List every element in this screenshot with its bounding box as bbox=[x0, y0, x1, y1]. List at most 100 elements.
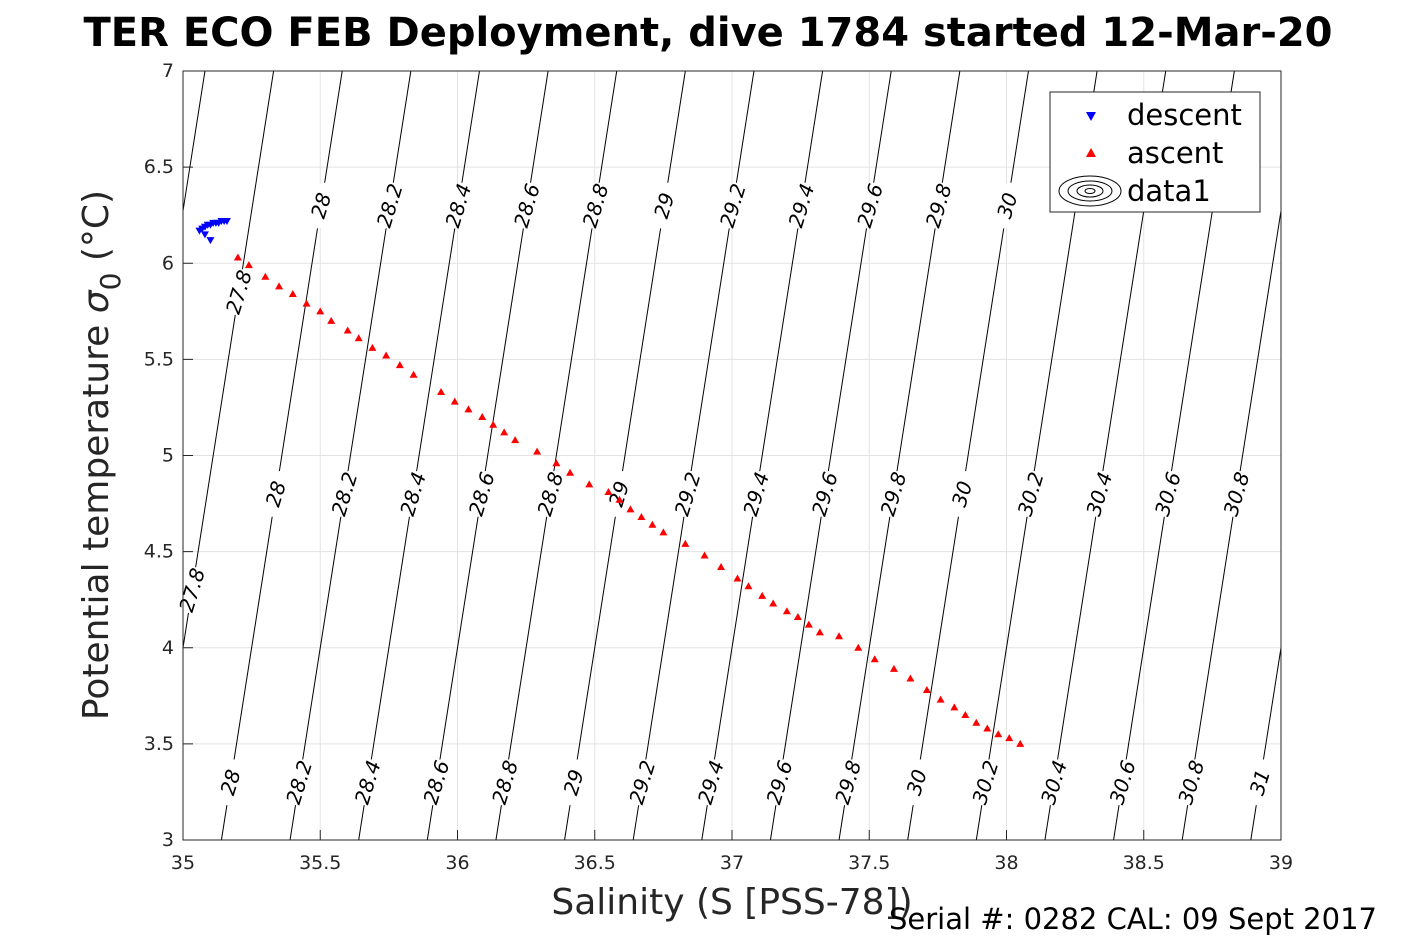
ascent-point bbox=[854, 643, 863, 651]
y-tick-label: 4 bbox=[162, 637, 174, 659]
contour-label-mask bbox=[512, 182, 542, 230]
contour-label-mask bbox=[444, 182, 473, 230]
contour-label-mask bbox=[1153, 470, 1183, 518]
ascent-point bbox=[906, 674, 915, 682]
ascent-point bbox=[500, 428, 509, 436]
ascent-point bbox=[972, 718, 981, 726]
contour-label-mask bbox=[490, 758, 520, 806]
descent-point bbox=[200, 231, 209, 239]
ascent-point bbox=[1016, 739, 1025, 747]
ascent-point bbox=[700, 551, 709, 559]
ascent-point bbox=[889, 664, 898, 672]
data-points bbox=[195, 217, 1025, 747]
ascent-point bbox=[950, 703, 959, 711]
ascent-point bbox=[354, 334, 363, 342]
serial-calibration-footer: Serial #: 0282 CAL: 09 Sept 2017 bbox=[889, 902, 1377, 936]
contour-label-mask bbox=[216, 758, 245, 806]
ascent-point bbox=[758, 591, 767, 599]
ascent-point bbox=[961, 711, 970, 719]
ascent-point bbox=[368, 343, 377, 351]
ascent-point bbox=[382, 351, 391, 359]
y-tick-label: 3.5 bbox=[144, 733, 174, 755]
x-axis-ticks: 35 35.5 36 36.5 37 37.5 38 38.5 39 bbox=[171, 830, 1293, 874]
contour-label-mask bbox=[696, 758, 726, 806]
ascent-point bbox=[566, 468, 575, 476]
x-tick-label: 39 bbox=[1269, 852, 1293, 874]
contour-label-mask bbox=[855, 182, 885, 230]
contour-label-mask bbox=[1016, 470, 1045, 518]
contour-label-mask bbox=[261, 470, 291, 518]
contour-label-mask bbox=[284, 758, 314, 806]
contour-label-mask bbox=[833, 758, 863, 806]
legend-ascent-label: ascent bbox=[1127, 136, 1223, 170]
y-tick-label: 6 bbox=[162, 252, 174, 274]
descent-point bbox=[206, 237, 215, 245]
ascent-point bbox=[922, 686, 931, 694]
ascent-point bbox=[637, 513, 646, 521]
x-tick-label: 36.5 bbox=[574, 852, 616, 874]
y-tick-label: 7 bbox=[162, 60, 174, 82]
ascent-point bbox=[659, 528, 668, 536]
y-axis-label-main: Potential temperature bbox=[76, 313, 117, 720]
isopycnal-27.6 bbox=[182, 70, 206, 211]
contour-label-mask bbox=[177, 566, 207, 614]
y-axis-label-unit: (°C) bbox=[76, 190, 117, 273]
contour-label-mask bbox=[627, 758, 657, 806]
ascent-point bbox=[478, 413, 487, 421]
contour-label-mask bbox=[1108, 758, 1137, 806]
x-tick-label: 36 bbox=[445, 852, 469, 874]
isopycnal-27.8 bbox=[182, 70, 275, 648]
contour-label-mask bbox=[810, 470, 840, 518]
chart-title: TER ECO FEB Deployment, dive 1784 starte… bbox=[83, 10, 1332, 56]
contour-label-mask bbox=[1039, 758, 1069, 806]
contour-label-mask bbox=[1176, 758, 1206, 806]
contour-label-mask bbox=[1245, 758, 1275, 806]
ascent-point bbox=[302, 299, 311, 307]
contour-label-mask bbox=[353, 758, 383, 806]
contour-label-mask bbox=[947, 470, 977, 518]
ascent-point bbox=[681, 539, 690, 547]
x-tick-label: 35.5 bbox=[299, 852, 341, 874]
ascent-point bbox=[533, 447, 542, 455]
contour-label-mask bbox=[971, 758, 1000, 806]
legend: descent ascent data1 bbox=[1049, 91, 1261, 213]
ascent-point bbox=[316, 307, 325, 315]
ascent-point bbox=[409, 370, 418, 378]
contour-label-mask bbox=[1085, 470, 1114, 518]
contour-label-mask bbox=[581, 182, 610, 230]
y-tick-label: 5.5 bbox=[144, 348, 174, 370]
ascent-point bbox=[261, 272, 270, 280]
isopycnal-30.8 bbox=[1181, 210, 1282, 841]
ascent-point bbox=[769, 599, 778, 607]
ascent-point bbox=[626, 505, 635, 513]
y-axis-label-sigma: σ bbox=[76, 289, 117, 313]
contour-label-mask bbox=[559, 758, 588, 806]
ascent-point bbox=[744, 582, 753, 590]
ascent-point bbox=[793, 612, 802, 620]
contour-label-mask bbox=[649, 182, 679, 230]
x-tick-label: 35 bbox=[171, 852, 195, 874]
ascent-point bbox=[983, 724, 992, 732]
ascent-point bbox=[275, 282, 284, 290]
y-axis-label: Potential temperature σ0 (°C) bbox=[76, 190, 127, 720]
ascent-point bbox=[327, 316, 336, 324]
ascent-point bbox=[395, 361, 404, 369]
contour-label-mask bbox=[673, 470, 702, 518]
ascent-point bbox=[733, 574, 742, 582]
y-axis-ticks: 3 3.5 4 4.5 5 5.5 6 6.5 7 bbox=[144, 60, 193, 851]
x-tick-label: 37.5 bbox=[848, 852, 890, 874]
legend-contour-icon bbox=[1058, 175, 1122, 207]
contour-label-mask bbox=[902, 758, 932, 806]
contour-label-mask bbox=[741, 470, 771, 518]
x-tick-label: 37 bbox=[720, 852, 744, 874]
ascent-point bbox=[717, 563, 726, 571]
ascent-point bbox=[815, 628, 824, 636]
ascent-point bbox=[936, 695, 945, 703]
legend-data1-label: data1 bbox=[1127, 174, 1211, 208]
ascent-point bbox=[511, 436, 520, 444]
ascent-point bbox=[233, 253, 242, 261]
ascent-point bbox=[870, 655, 879, 663]
ascent-point bbox=[604, 488, 613, 496]
y-tick-label: 5 bbox=[162, 445, 174, 467]
ascent-point bbox=[804, 620, 813, 628]
